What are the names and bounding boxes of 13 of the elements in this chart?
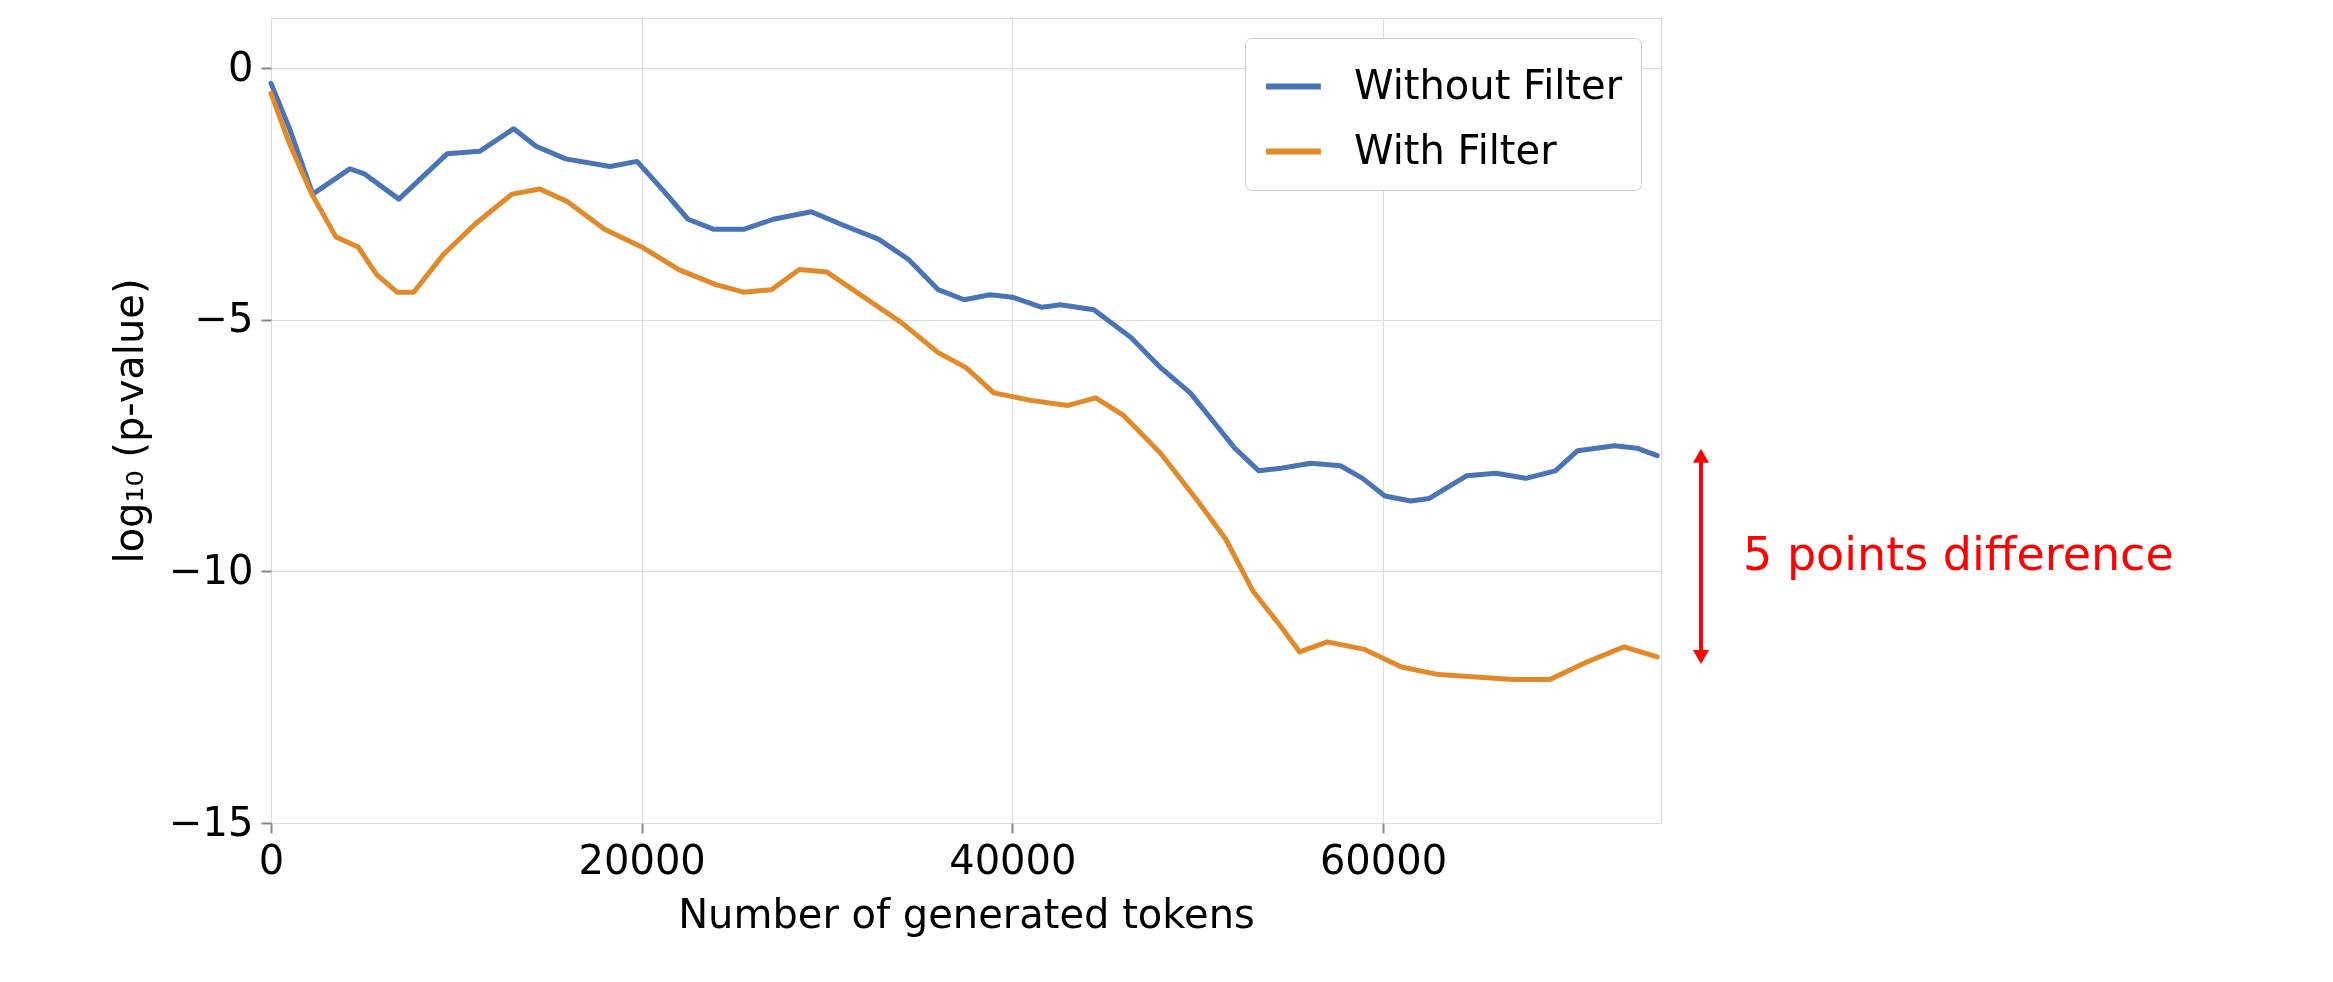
text: 5 points difference [1743,527,2174,582]
x-tick-label: 20000 [578,836,706,883]
y-axis-title: log₁₀ (p-value) [106,278,153,564]
legend-label: With Filter [1354,126,1558,173]
x-tick-label: 0 [258,836,285,883]
legend-label: Without Filter [1354,61,1623,108]
x-tick-label: 40000 [949,836,1077,883]
y-tick-label: 0 [228,43,254,90]
x-tick-label: 60000 [1319,836,1448,883]
y-tick-label: −5 [194,295,254,342]
y-tick-label: −10 [169,546,254,593]
y-tick-label: −15 [169,798,254,845]
x-axis-title: Number of generated tokens [678,890,1255,937]
